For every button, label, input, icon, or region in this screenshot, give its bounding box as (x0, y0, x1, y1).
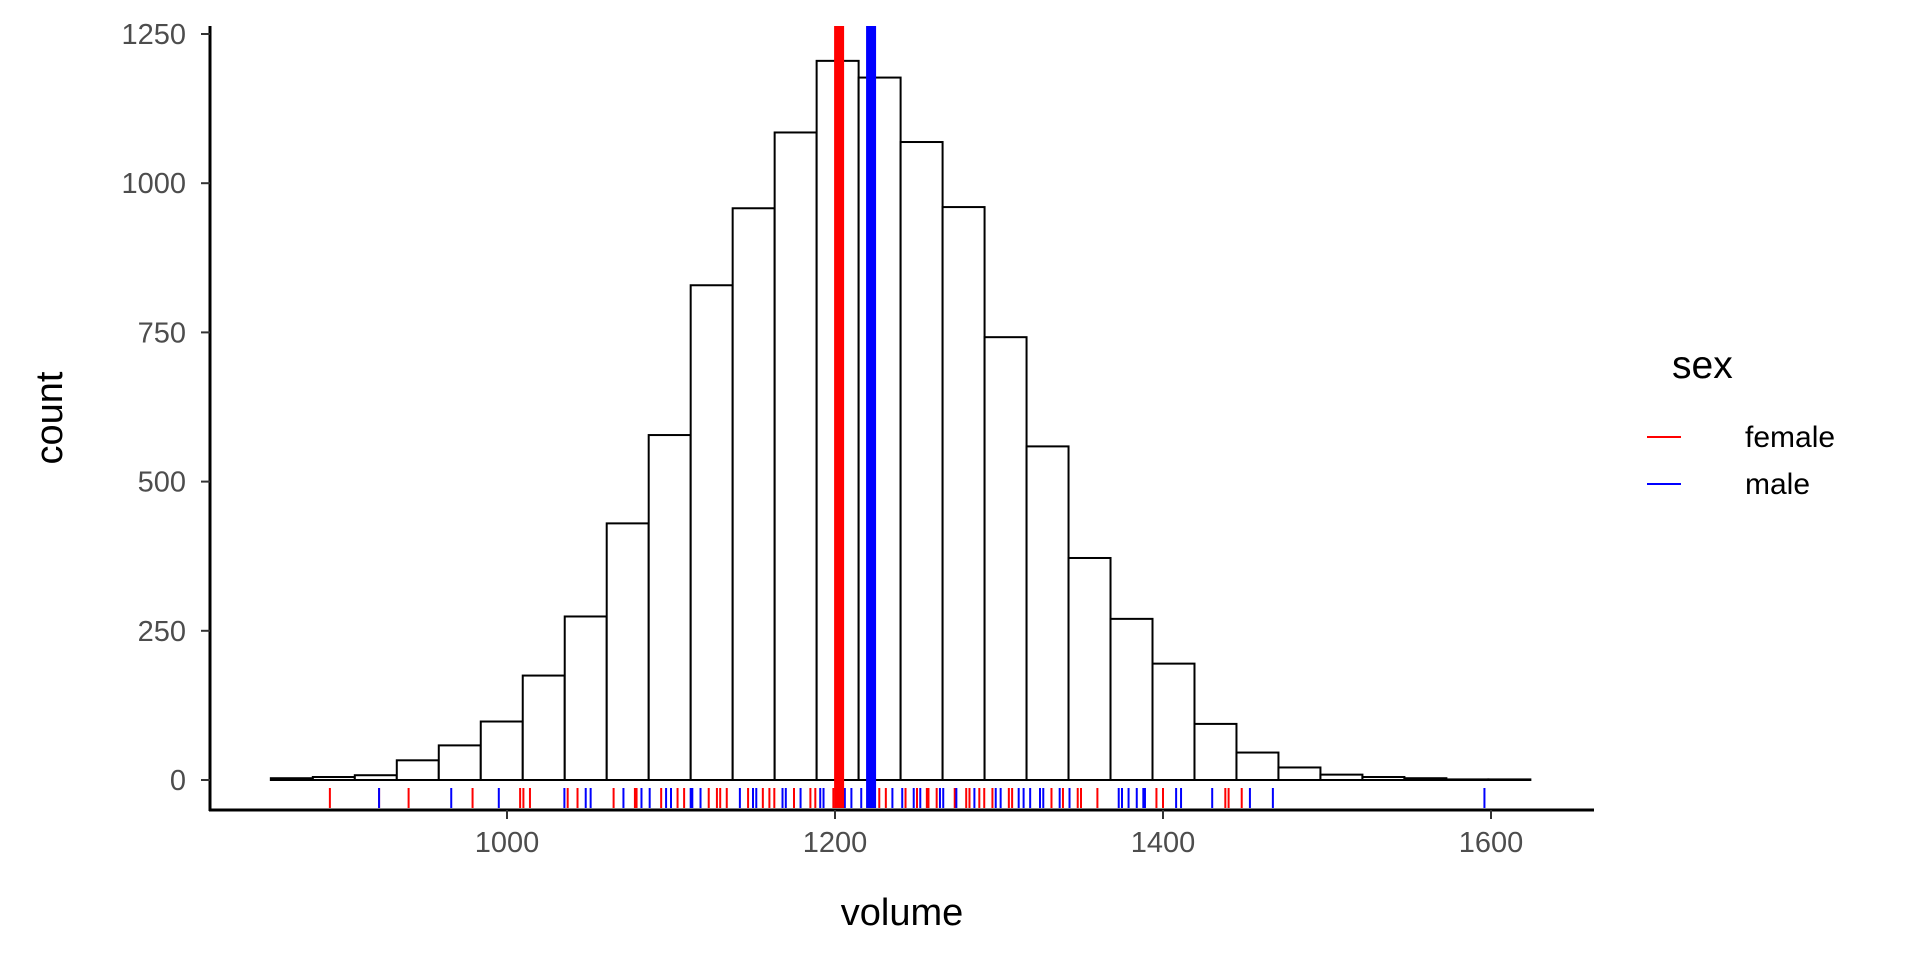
histogram-bar (1277, 766, 1322, 782)
y-tick-label: 500 (138, 467, 186, 499)
legend-label-male: male (1745, 468, 1810, 501)
histogram-bar (773, 131, 818, 782)
histogram-bar (1109, 617, 1154, 782)
histogram-bar (1445, 778, 1490, 781)
y-tick-label: 0 (170, 765, 186, 797)
x-axis-title: volume (841, 892, 964, 934)
legend: sex female male (1647, 344, 1835, 501)
histogram-bar (899, 141, 944, 781)
x-tick-label: 1400 (1131, 827, 1196, 859)
x-tick-label: 1600 (1459, 827, 1524, 859)
y-tick-label: 750 (138, 317, 186, 349)
histogram-bar (521, 674, 566, 781)
histogram-bar (605, 522, 650, 781)
histogram-bar (563, 615, 608, 781)
y-tick-label: 1000 (121, 168, 186, 200)
histogram-bar (857, 76, 902, 781)
histogram-bar (731, 207, 776, 781)
x-tick-label: 1000 (475, 827, 540, 859)
histogram-bar (1067, 556, 1112, 782)
histogram-bar (269, 777, 314, 781)
histogram-bar (1403, 777, 1448, 781)
histogram-bar (1361, 776, 1406, 781)
x-tick-label: 1200 (803, 827, 868, 859)
histogram-bar (983, 336, 1028, 781)
histogram-bar (1151, 662, 1196, 782)
y-tick-label: 250 (138, 616, 186, 648)
histogram-bar (647, 434, 692, 781)
axes: 0 250 500 750 1000 1250 1000 1200 1400 1600 (121, 19, 1594, 859)
histogram-bar (311, 776, 356, 781)
histogram-bar (689, 284, 734, 781)
histogram-bar (1487, 778, 1532, 781)
legend-label-female: female (1745, 421, 1835, 454)
histogram-bar (1319, 773, 1364, 781)
histogram-bar (437, 744, 482, 782)
rug-marks (328, 788, 1486, 808)
histogram-bar (1235, 751, 1280, 781)
histogram-bar (353, 774, 398, 781)
histogram-bar (1193, 722, 1238, 782)
legend-title: sex (1672, 344, 1733, 387)
histogram-bar (395, 759, 440, 782)
mean-lines (834, 26, 877, 808)
histogram-bar (479, 720, 524, 782)
y-axis-title: count (29, 371, 71, 464)
histogram-bars (269, 59, 1532, 782)
y-tick-label: 1250 (121, 19, 186, 51)
histogram-bar (1025, 445, 1070, 781)
histogram-bar (941, 206, 986, 781)
